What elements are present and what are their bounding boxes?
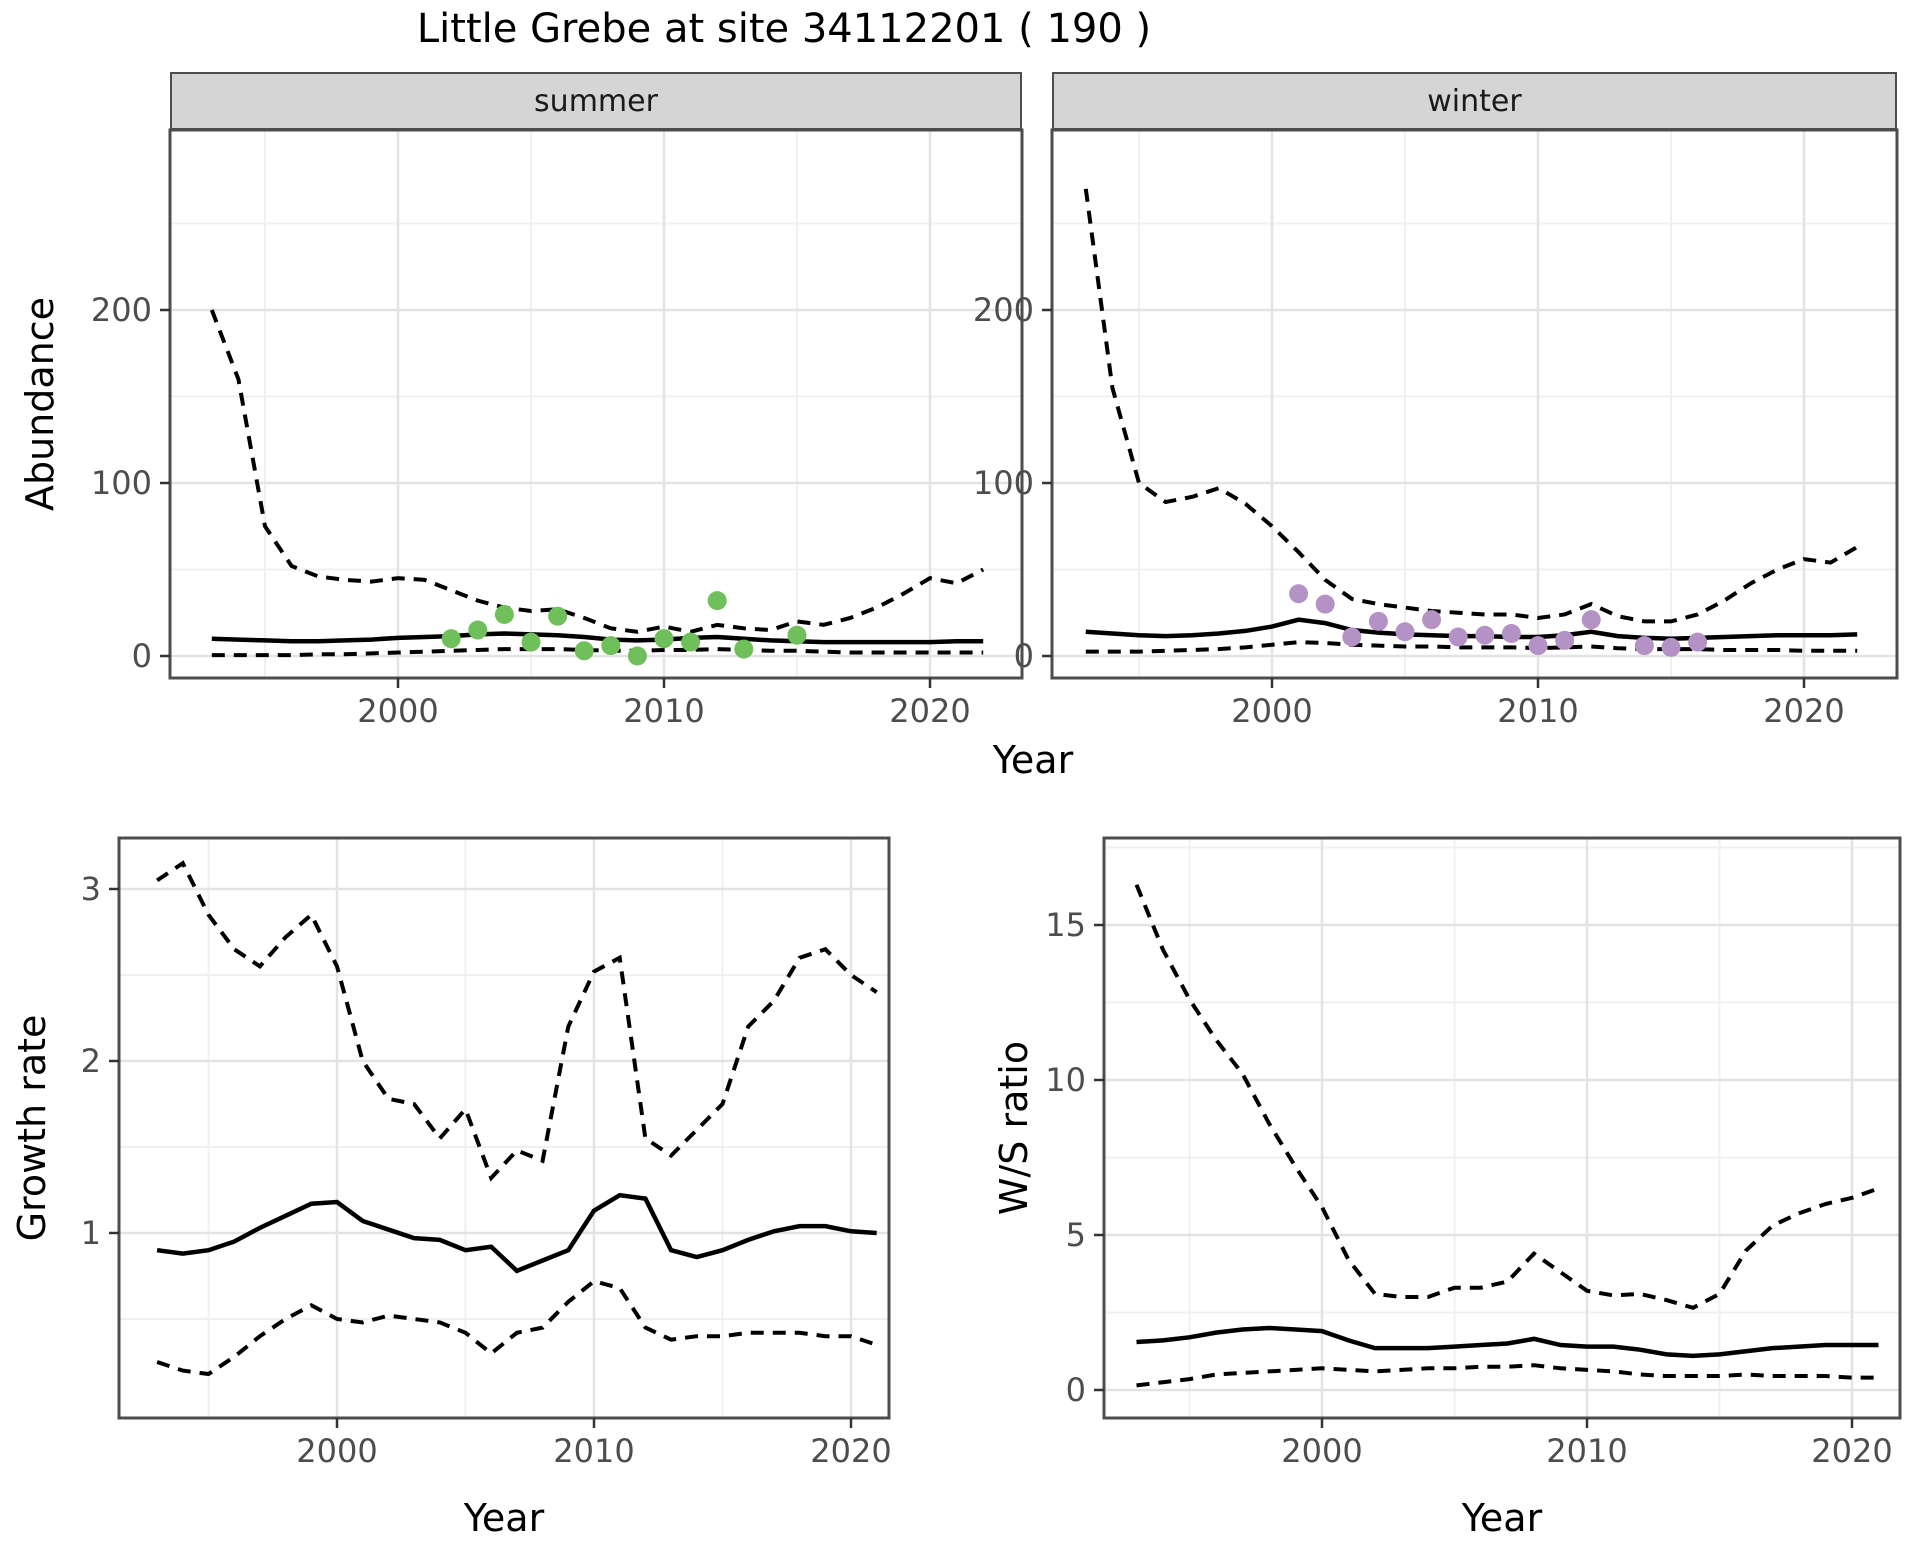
observed-point: [1475, 625, 1495, 645]
series-lower_95CI: [1136, 1363, 1879, 1388]
gridlines: [1104, 838, 1900, 1418]
series-lower_95CI: [211, 647, 984, 658]
x-tick-label: 2020: [889, 692, 970, 730]
bottom-right-year-axis-title: Year: [1461, 1496, 1543, 1540]
panel-border: [1102, 836, 1902, 1420]
series-lower_95CI: [1085, 640, 1858, 654]
panel-growth-rate: 2000 2010 2020 1 2 3: [81, 836, 892, 1470]
y-tick-label: 1: [81, 1214, 101, 1252]
y-tick-label: 0: [1014, 637, 1034, 675]
observed-point: [1448, 627, 1468, 647]
y-tick-label: 200: [91, 291, 152, 329]
x-tick-label: 2010: [1546, 1432, 1627, 1470]
observed-point: [1395, 622, 1415, 642]
x-tick-label: 2000: [296, 1432, 377, 1470]
x-tick-label: 2020: [1763, 692, 1844, 730]
observed-point: [1315, 594, 1335, 614]
x-tick-label: 2010: [1497, 692, 1578, 730]
observed-point: [1528, 636, 1548, 656]
observed-point: [468, 620, 488, 640]
x-tick-label: 2000: [1231, 692, 1312, 730]
x-tick-label: 2010: [623, 692, 704, 730]
panel-abundance-summer: 2000 2010 2020 0 100 200: [91, 128, 1024, 730]
series-lines: [1083, 188, 1859, 654]
y-tick-label: 3: [81, 870, 101, 908]
growth-rate-axis-title: Growth rate: [10, 1014, 54, 1242]
panel-border: [1050, 128, 1899, 680]
observed-point: [787, 625, 807, 645]
observed-point: [1688, 632, 1708, 652]
abundance-axis-title: Abundance: [18, 296, 62, 512]
series-lines: [1134, 883, 1880, 1388]
x-tick-label: 2000: [1281, 1432, 1362, 1470]
observed-point: [441, 629, 461, 649]
ws-ratio-axis-title: W/S ratio: [992, 1040, 1036, 1216]
observed-point: [1581, 610, 1601, 630]
panel-ws-ratio: 2000 2010 2020 0 5 10 15: [1045, 836, 1902, 1470]
observed-point: [681, 632, 701, 652]
observed-point: [1368, 611, 1388, 631]
series-lower_95CI: [156, 1278, 878, 1377]
observed-points: [441, 591, 807, 666]
series-upper_95CI: [155, 860, 878, 1182]
series-median: [1136, 1325, 1879, 1359]
observed-point: [1289, 584, 1309, 604]
bottom-left-year-axis-title: Year: [463, 1496, 545, 1540]
facet-strip-winter-label: winter: [1427, 83, 1522, 119]
y-tick-label: 100: [973, 464, 1034, 502]
panel-border: [168, 128, 1024, 680]
axis-ticks: 2000 2010 2020 0 5 10 15: [1045, 906, 1892, 1470]
observed-point: [494, 604, 514, 624]
observed-point: [1422, 610, 1442, 630]
gridlines: [170, 130, 1022, 678]
panel-abundance-winter: 2000 2010 2020 0 100 200: [973, 128, 1899, 730]
observed-points: [1289, 584, 1708, 657]
series-upper_95CI: [1134, 883, 1880, 1310]
observed-point: [1342, 627, 1362, 647]
series-median: [211, 631, 984, 645]
facet-strip-summer: summer: [170, 72, 1022, 130]
y-tick-label: 10: [1045, 1061, 1086, 1099]
x-tick-label: 2010: [553, 1432, 634, 1470]
figure-title: Little Grebe at site 34112201 ( 190 ): [416, 6, 1152, 52]
x-tick-label: 2020: [1811, 1432, 1892, 1470]
y-tick-label: 15: [1045, 906, 1086, 944]
series-median: [1085, 617, 1858, 641]
observed-point: [1634, 636, 1654, 656]
top-year-axis-title: Year: [992, 738, 1074, 782]
observed-point: [627, 646, 647, 666]
y-tick-label: 100: [91, 464, 152, 502]
axis-ticks: 2000 2010 2020 0 100 200: [91, 291, 971, 730]
observed-point: [1501, 624, 1521, 644]
series-lines: [209, 309, 985, 658]
observed-point: [707, 591, 727, 611]
observed-point: [1555, 630, 1575, 650]
panel-border: [117, 836, 891, 1420]
axis-ticks: 2000 2010 2020 1 2 3: [81, 870, 892, 1470]
series-upper_95CI: [209, 309, 985, 634]
y-tick-label: 200: [973, 291, 1034, 329]
y-tick-label: 5: [1066, 1216, 1086, 1254]
observed-point: [734, 639, 754, 659]
axis-ticks: 2000 2010 2020 0 100 200: [973, 291, 1845, 730]
observed-point: [654, 629, 674, 649]
series-lines: [155, 860, 878, 1377]
y-tick-label: 0: [132, 637, 152, 675]
facet-strip-summer-label: summer: [534, 83, 658, 119]
x-tick-label: 2000: [357, 692, 438, 730]
observed-point: [521, 632, 541, 652]
facet-strip-winter: winter: [1052, 72, 1897, 130]
series-upper_95CI: [1083, 188, 1859, 624]
observed-point: [601, 636, 621, 656]
observed-point: [548, 606, 568, 626]
y-tick-label: 2: [81, 1042, 101, 1080]
observed-point: [574, 641, 594, 661]
series-median: [156, 1192, 877, 1274]
gridlines: [1052, 130, 1897, 678]
observed-point: [1661, 637, 1681, 657]
y-tick-label: 0: [1066, 1371, 1086, 1409]
x-tick-label: 2020: [810, 1432, 891, 1470]
